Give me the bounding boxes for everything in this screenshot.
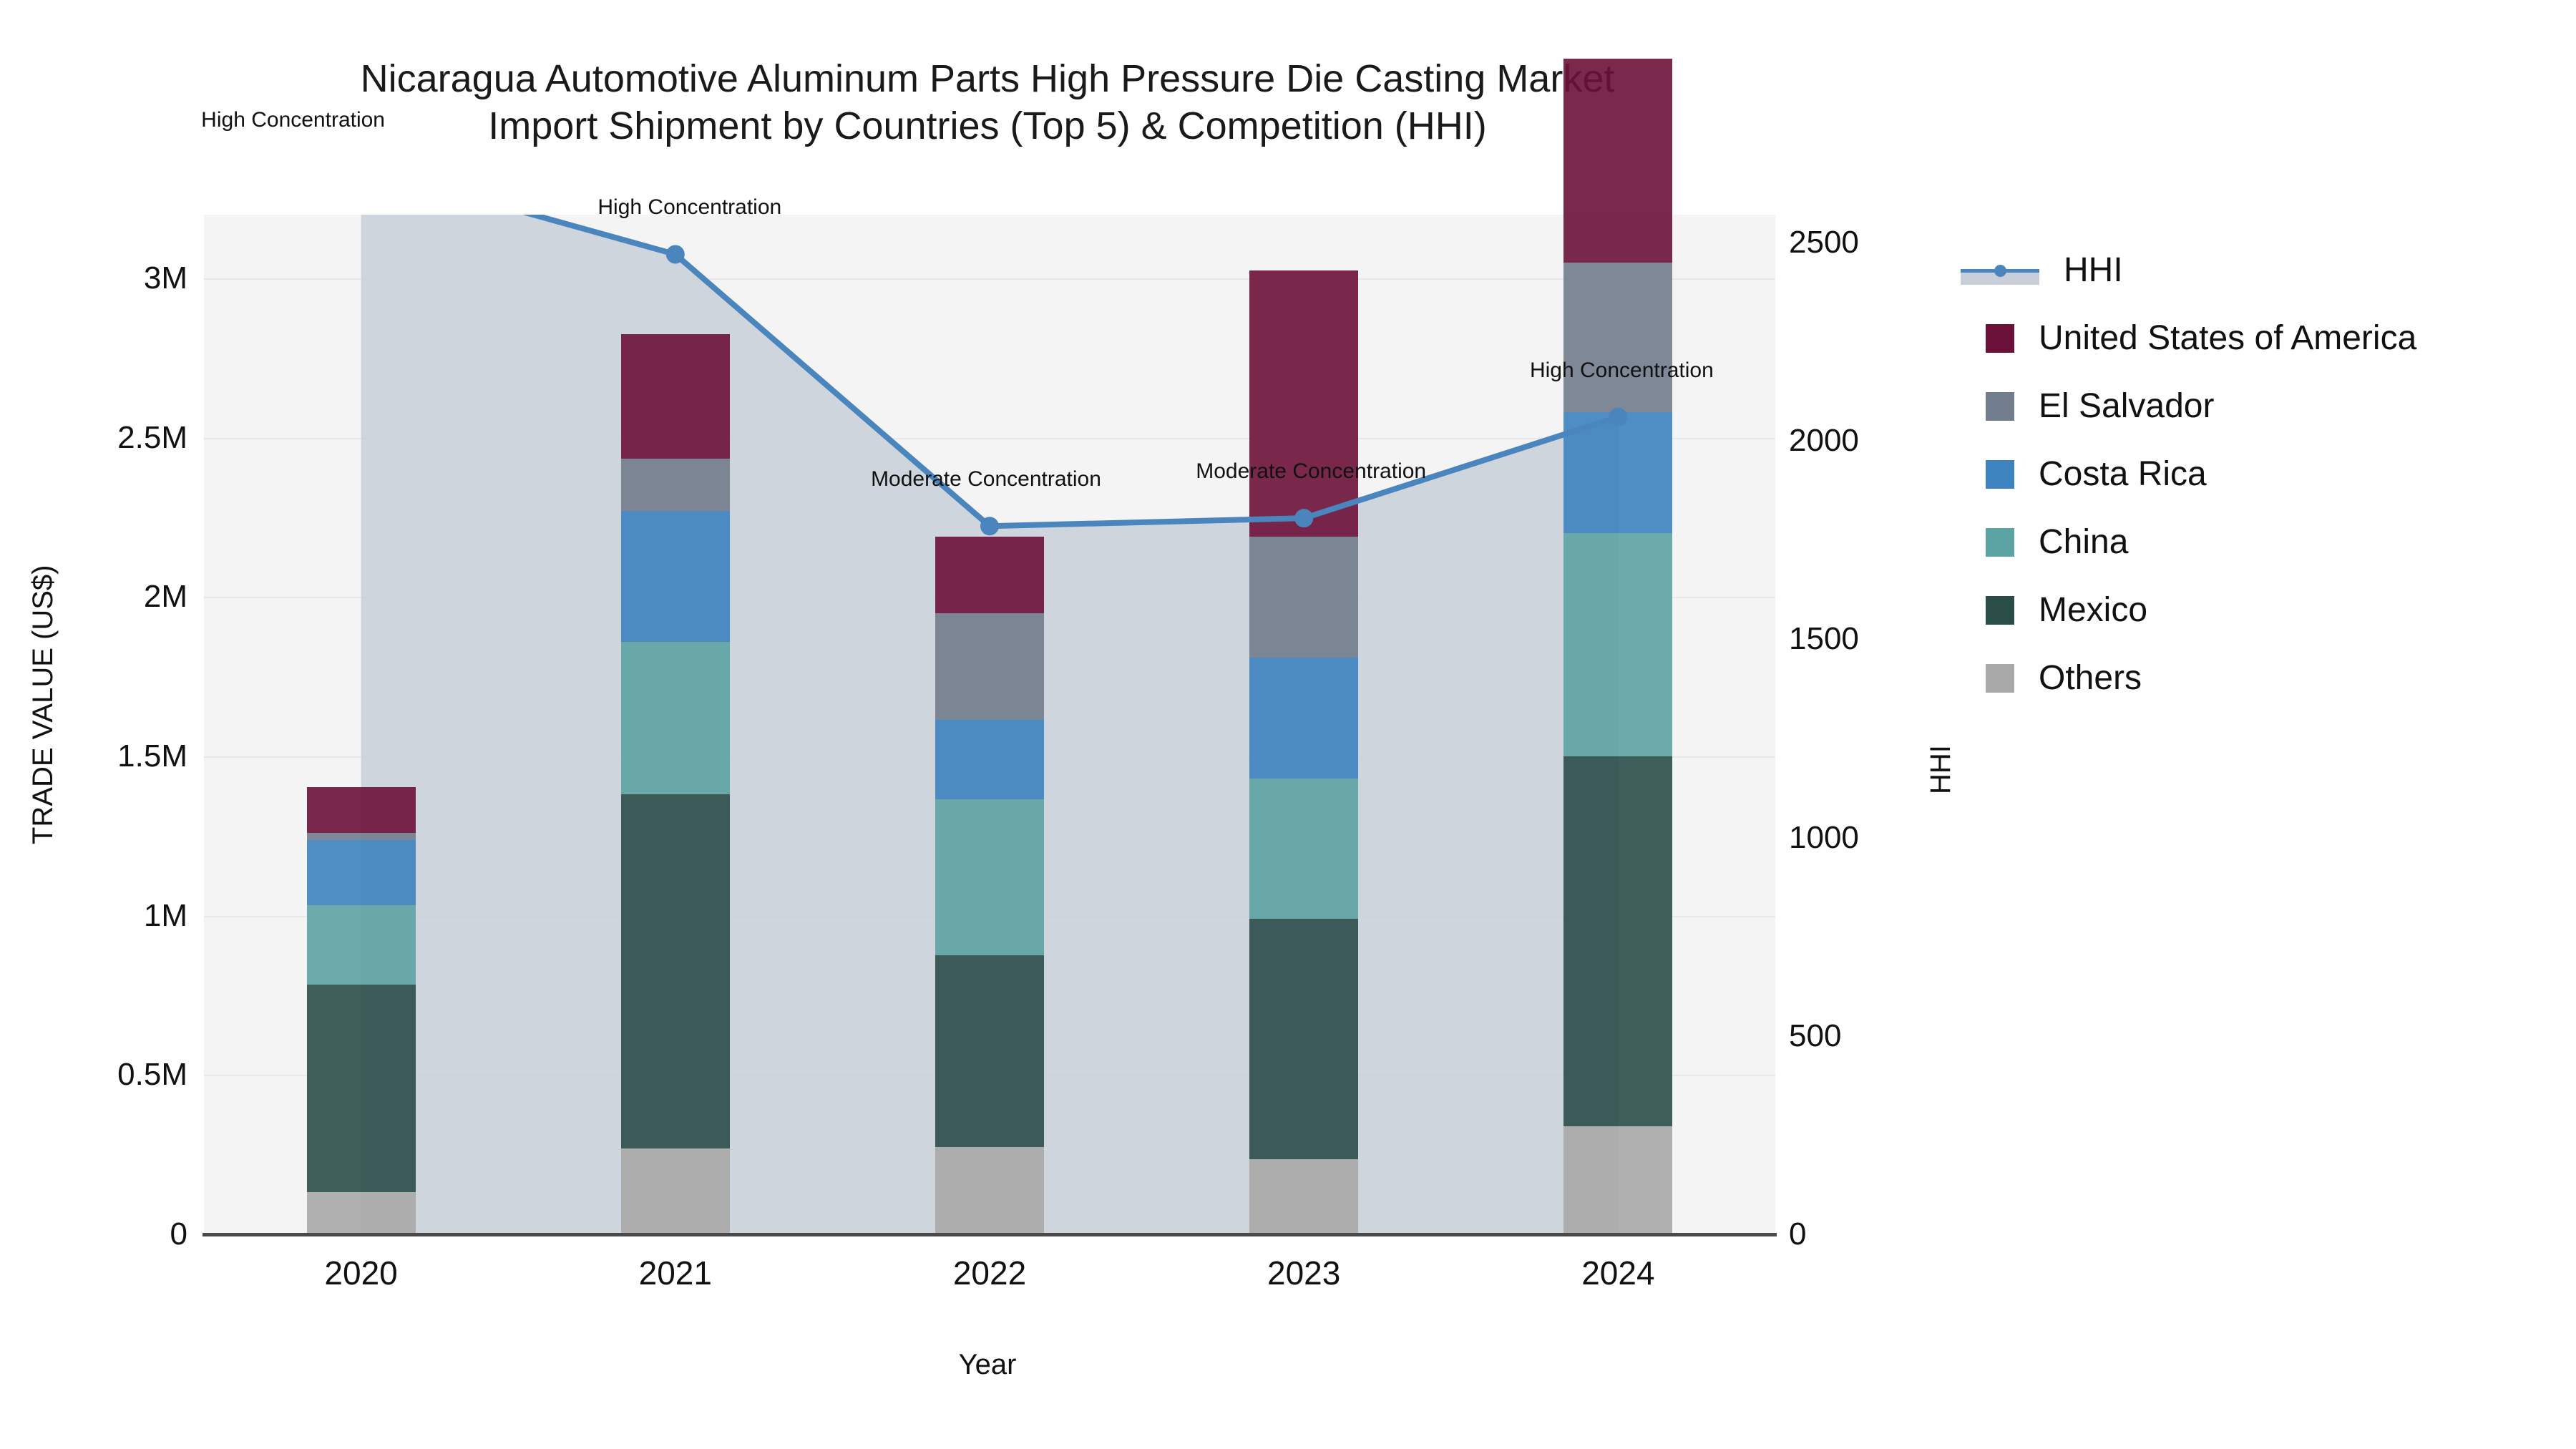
- legend-label: HHI: [2064, 251, 2123, 289]
- x-tick-2022: 2022: [952, 1254, 1027, 1292]
- legend-color-swatch: [1986, 391, 2014, 421]
- y-tick-left: 0: [170, 1216, 187, 1252]
- bar-segment[interactable]: [1249, 779, 1359, 919]
- bar-segment[interactable]: [620, 1148, 730, 1234]
- legend-label: China: [2039, 523, 2129, 561]
- y-tick-left: 1.5M: [117, 738, 187, 774]
- bar-segment[interactable]: [1249, 1159, 1359, 1234]
- y-tick-left: 2.5M: [117, 419, 187, 455]
- y-axis-right-title: HHI: [1925, 745, 1956, 794]
- x-axis-line: [203, 1233, 1777, 1236]
- y-tick-right: 1000: [1789, 819, 1859, 855]
- legend: HHI United States of America El Salvador Co…: [1961, 236, 2562, 712]
- x-tick-2024: 2024: [1581, 1254, 1655, 1292]
- bar-segment[interactable]: [620, 511, 730, 642]
- hhi-annotation-2021: High Concentration: [597, 195, 782, 220]
- bar-segment[interactable]: [1563, 412, 1673, 534]
- gridline: [204, 437, 1775, 439]
- y-axis-left: 0 0.5M 1M 1.5M 2M 2.5M 3M: [0, 0, 187, 1449]
- legend-color-swatch: [1986, 595, 2014, 625]
- chart-title-line-2: Import Shipment by Countries (Top 5) & C…: [488, 104, 1487, 147]
- bar-segment[interactable]: [1563, 1126, 1673, 1234]
- bar-segment[interactable]: [935, 613, 1044, 720]
- bar-segment[interactable]: [620, 794, 730, 1148]
- y-tick-left: 1M: [143, 897, 187, 933]
- bar-segment[interactable]: [620, 458, 730, 512]
- x-tick-2020: 2020: [324, 1254, 398, 1292]
- bar-segment[interactable]: [1249, 919, 1359, 1160]
- bar-segment[interactable]: [935, 1146, 1044, 1234]
- bar-stack-2022[interactable]: [935, 215, 1044, 1234]
- y-tick-right: 500: [1789, 1018, 1842, 1053]
- legend-item-costa-rica[interactable]: Costa Rica: [1961, 440, 2562, 508]
- hhi-point[interactable]: [1294, 509, 1314, 528]
- legend-label: El Salvador: [2039, 387, 2215, 425]
- legend-area-swatch: [1961, 270, 2039, 285]
- bar-segment[interactable]: [1563, 262, 1673, 413]
- bar-segment[interactable]: [1563, 58, 1673, 263]
- legend-label: Others: [2039, 659, 2142, 697]
- bar-segment[interactable]: [306, 786, 416, 834]
- bar-stack-2021[interactable]: [620, 215, 730, 1234]
- legend-color-swatch: [1986, 459, 2014, 489]
- y-tick-right: 2000: [1789, 423, 1859, 459]
- bar-segment[interactable]: [935, 536, 1044, 613]
- legend-item-others[interactable]: Others: [1961, 644, 2562, 712]
- bar-segment[interactable]: [306, 833, 416, 841]
- hhi-line-overlay: [522, 215, 1628, 536]
- bar-segment[interactable]: [306, 984, 416, 1192]
- bar-segment[interactable]: [1563, 533, 1673, 757]
- y-axis-left-title: TRADE VALUE (US$): [27, 565, 59, 844]
- legend-label: Costa Rica: [2039, 455, 2207, 493]
- legend-point-swatch: [1994, 264, 2006, 277]
- legend-item-el-salvador[interactable]: El Salvador: [1961, 372, 2562, 440]
- legend-color-swatch: [1986, 527, 2014, 557]
- legend-item-hhi[interactable]: HHI: [1961, 236, 2562, 304]
- legend-line-marker: [1961, 256, 2039, 285]
- bar-segment[interactable]: [1249, 536, 1359, 658]
- hhi-annotation-2022: Moderate Concentration: [871, 467, 1101, 492]
- legend-item-united-states-of-america[interactable]: United States of America: [1961, 304, 2562, 372]
- y-axis-right: 0 500 1000 1500 2000 2500: [1789, 0, 2004, 1449]
- bar-segment[interactable]: [306, 840, 416, 906]
- y-tick-right: 0: [1789, 1216, 1807, 1252]
- gridline: [204, 278, 1775, 280]
- y-tick-left: 3M: [143, 260, 187, 296]
- y-tick-left: 0.5M: [117, 1057, 187, 1093]
- hhi-point[interactable]: [665, 245, 685, 264]
- x-tick-2021: 2021: [638, 1254, 712, 1292]
- bar-segment[interactable]: [1249, 657, 1359, 779]
- legend-label: Mexico: [2039, 591, 2148, 629]
- x-tick-2023: 2023: [1267, 1254, 1341, 1292]
- hhi-point[interactable]: [1609, 407, 1628, 426]
- y-tick-right: 1500: [1789, 621, 1859, 657]
- bar-segment[interactable]: [306, 1191, 416, 1234]
- legend-item-china[interactable]: China: [1961, 508, 2562, 576]
- chart-title: Nicaragua Automotive Aluminum Parts High…: [0, 56, 1975, 150]
- legend-item-mexico[interactable]: Mexico: [1961, 576, 2562, 644]
- hhi-point[interactable]: [980, 517, 999, 536]
- bar-segment[interactable]: [935, 955, 1044, 1147]
- hhi-annotation-2024: High Concentration: [1529, 358, 1714, 382]
- legend-color-swatch: [1986, 663, 2014, 693]
- bar-stack-2024[interactable]: [1563, 58, 1673, 1234]
- bar-stack-2020[interactable]: [306, 215, 416, 1234]
- bar-segment[interactable]: [620, 333, 730, 459]
- legend-color-swatch: [1986, 323, 2014, 353]
- y-tick-right: 2500: [1789, 224, 1859, 260]
- bar-segment[interactable]: [620, 641, 730, 795]
- hhi-annotation-2020: High Concentration: [201, 107, 386, 132]
- bar-segment[interactable]: [1563, 756, 1673, 1126]
- bar-segment[interactable]: [1249, 270, 1359, 537]
- chart-title-line-1: Nicaragua Automotive Aluminum Parts High…: [360, 57, 1615, 100]
- y-tick-left: 2M: [143, 579, 187, 615]
- bar-segment[interactable]: [935, 799, 1044, 956]
- plot-area: High Concentration High Concentration Mode…: [201, 58, 1775, 1236]
- bar-stack-2023[interactable]: [1249, 215, 1359, 1234]
- legend-label: United States of America: [2039, 319, 2417, 357]
- x-axis-title: Year: [958, 1349, 1017, 1380]
- bar-segment[interactable]: [306, 905, 416, 985]
- hhi-annotation-2023: Moderate Concentration: [1196, 459, 1427, 484]
- bar-segment[interactable]: [935, 719, 1044, 800]
